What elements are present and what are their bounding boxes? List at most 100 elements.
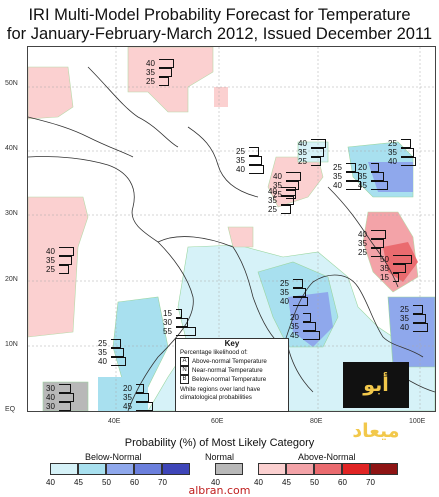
legend-tick-above: 45: [282, 478, 291, 487]
forecast-box: 25 35 40: [98, 339, 126, 366]
forecast-box: 25 35 40: [400, 305, 428, 332]
forecast-value: 40: [298, 139, 326, 148]
forecast-value: 35: [268, 196, 296, 205]
forecast-value: 35: [333, 172, 361, 181]
forecast-value: 35: [358, 172, 388, 181]
forecast-value: 45: [290, 331, 320, 340]
forecast-value: 15: [163, 309, 196, 318]
forecast-value: 30: [46, 384, 74, 393]
forecast-value: 35: [123, 393, 153, 402]
forecast-value: 20: [290, 313, 320, 322]
forecast-value: 20: [358, 163, 388, 172]
legend-tick-below: 70: [158, 478, 167, 487]
forecast-value: 50: [380, 255, 412, 264]
forecast-value: 35: [146, 68, 174, 77]
forecast-value: 15: [380, 273, 412, 282]
lon-label-40e: 40E: [108, 418, 121, 425]
forecast-value: 45: [123, 402, 153, 411]
legend-swatch-below: [134, 463, 162, 475]
key-title: Key: [224, 339, 240, 348]
forecast-value: 30: [163, 318, 196, 327]
site-logo: أبو ميعاد: [343, 362, 409, 442]
forecast-value: 40: [268, 187, 296, 196]
legend-tick-below: 50: [102, 478, 111, 487]
legend-swatch-above: [258, 463, 286, 475]
key-row-above: A Above-normal Temperature: [176, 357, 288, 366]
legend-tick-below: 40: [46, 478, 55, 487]
legend-group-normal: Normal: [205, 452, 235, 462]
forecast-value: 40: [273, 172, 301, 181]
key-note: White regions over land have climatologi…: [180, 386, 261, 401]
forecast-value: 25: [98, 339, 126, 348]
forecast-value: 25: [280, 279, 308, 288]
forecast-value: 25: [146, 77, 174, 86]
forecast-value: 25: [400, 305, 428, 314]
title-line-1: IRI Multi-Model Probability Forecast for…: [28, 6, 411, 24]
forecast-value: 45: [358, 181, 388, 190]
legend-swatch-below: [106, 463, 134, 475]
map-key: Key Percentage likelihood of: A Above-no…: [175, 338, 289, 412]
key-label-above: Above-normal Temperature: [192, 357, 267, 365]
forecast-box: 20 35 45: [358, 163, 388, 190]
lat-label-20n: 20N: [5, 276, 18, 283]
map-title: IRI Multi-Model Probability Forecast for…: [0, 6, 439, 44]
key-label-below: Below-normal Temperature: [192, 375, 267, 383]
forecast-value: 25: [236, 147, 264, 156]
forecast-value: 40: [280, 297, 308, 306]
key-letter-n: N: [180, 366, 189, 375]
legend-swatch-below: [78, 463, 106, 475]
forecast-value: 35: [98, 348, 126, 357]
forecast-value: 35: [280, 288, 308, 297]
forecast-value: 35: [298, 148, 326, 157]
key-subtitle: Percentage likelihood of:: [180, 349, 248, 356]
legend-swatch-below: [50, 463, 78, 475]
legend-tick-below: 45: [74, 478, 83, 487]
forecast-value: 40: [46, 393, 74, 402]
legend-swatch-below: [162, 463, 190, 475]
legend-swatch-normal: [215, 463, 243, 475]
lat-label-50n: 50N: [5, 80, 18, 87]
forecast-box: 25 35 40: [236, 147, 264, 174]
legend-tick-below: 60: [130, 478, 139, 487]
forecast-value: 40: [98, 357, 126, 366]
forecast-value: 40: [333, 181, 361, 190]
key-letter-b: B: [180, 375, 189, 384]
lon-label-80e: 80E: [310, 418, 323, 425]
lat-label-eq: EQ: [5, 406, 16, 413]
forecast-value: 25: [46, 265, 74, 274]
key-row-below: B Below-normal Temperature: [176, 375, 288, 384]
forecast-box: 50 35 15: [380, 255, 412, 282]
legend-swatch-above: [370, 463, 398, 475]
forecast-box: 15 30 55: [163, 309, 196, 336]
legend-swatch-above: [286, 463, 314, 475]
key-label-near: Near-normal Temperature: [192, 366, 263, 374]
forecast-value: 40: [236, 165, 264, 174]
legend-group-above: Above-Normal: [298, 452, 356, 462]
legend-tick-normal: 40: [211, 478, 220, 487]
key-row-near: N Near-normal Temperature: [176, 366, 288, 375]
forecast-box: 40 35 25: [46, 247, 74, 274]
forecast-value: 40: [400, 323, 428, 332]
lat-label-40n: 40N: [5, 145, 18, 152]
forecast-value: 35: [380, 264, 412, 273]
forecast-value: 25: [298, 157, 326, 166]
forecast-box: 25 35 40: [280, 279, 308, 306]
forecast-value: 40: [358, 230, 386, 239]
lon-label-100e: 100E: [409, 418, 426, 425]
forecast-box: 25 35 40: [333, 163, 361, 190]
forecast-box: 40 35 25: [298, 139, 326, 166]
forecast-box: 30 40 30: [46, 384, 74, 411]
forecast-box: 25 35 40: [388, 139, 416, 166]
legend-tick-above: 50: [310, 478, 319, 487]
legend-tick-above: 40: [254, 478, 263, 487]
forecast-value: 25: [333, 163, 361, 172]
forecast-value: 35: [273, 181, 301, 190]
forecast-value: 40: [146, 59, 174, 68]
forecast-value: 30: [46, 402, 74, 411]
forecast-box: 40 35 25: [146, 59, 174, 86]
title-line-2: for January-February-March 2012, Issued …: [6, 25, 433, 43]
legend-swatch-above: [342, 463, 370, 475]
legend-title: Probability (%) of Most Likely Category: [124, 437, 315, 449]
forecast-value: 55: [163, 327, 196, 336]
forecast-box: 20 35 45: [123, 384, 153, 411]
